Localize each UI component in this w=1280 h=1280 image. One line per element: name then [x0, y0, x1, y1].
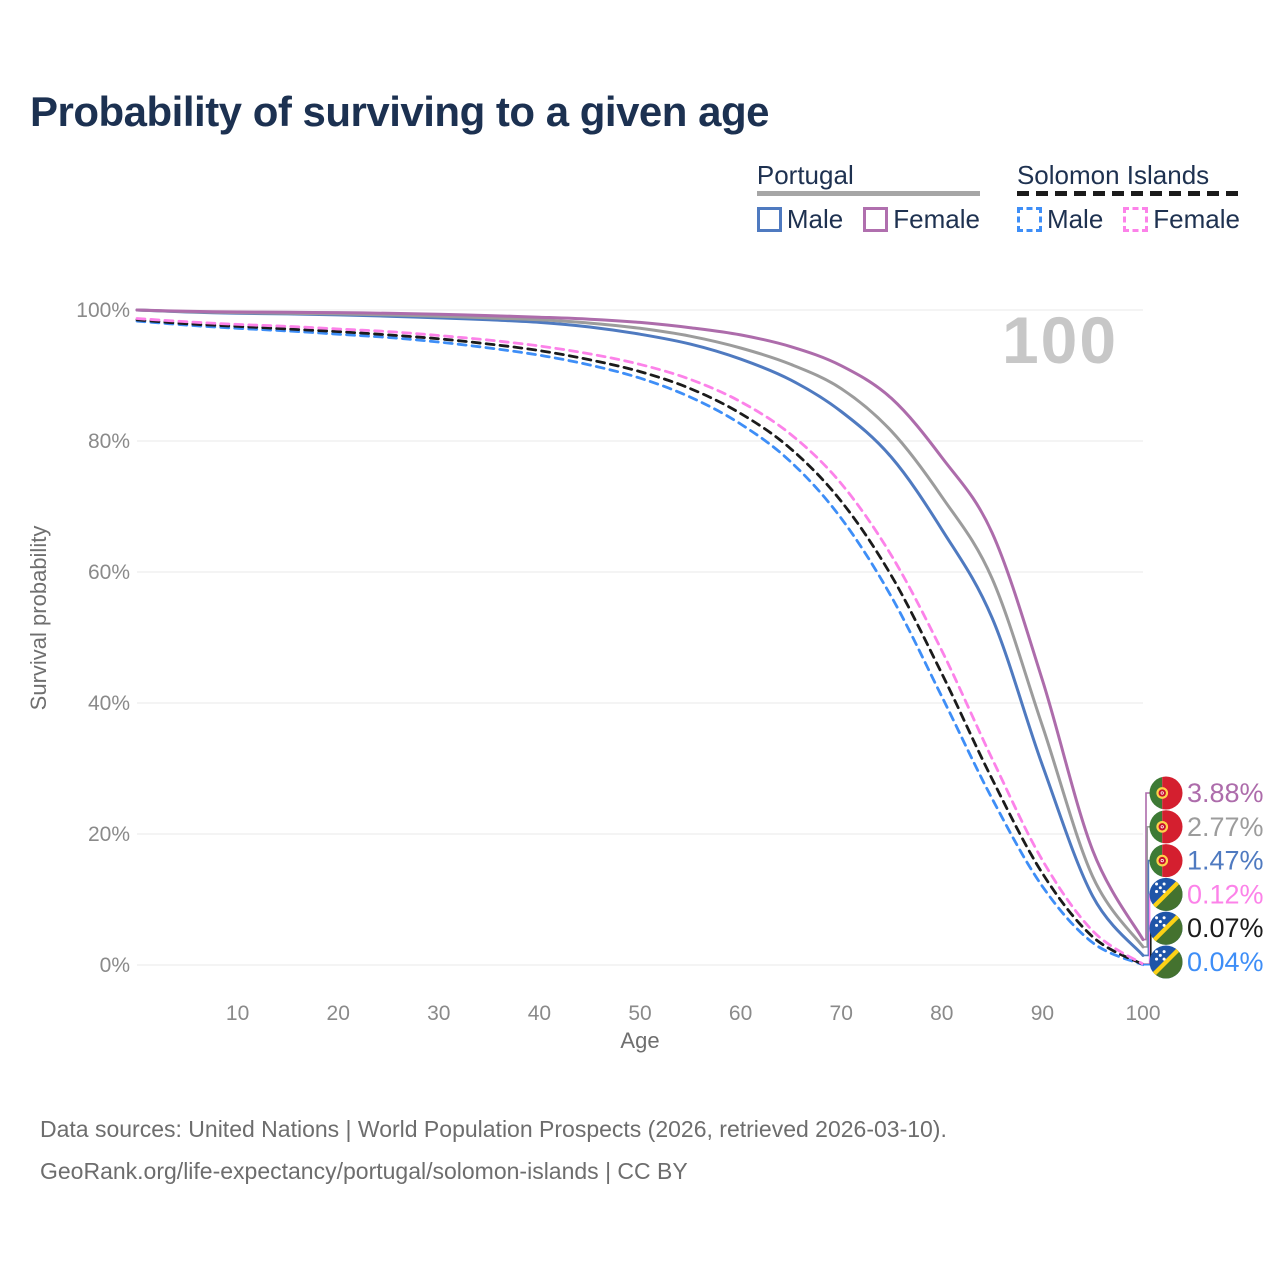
legend-item-portugal-male[interactable]: Male [756, 203, 844, 235]
solomon-male-swatch [1016, 206, 1042, 232]
curve-portugal-female [135, 308, 1145, 942]
x-tick-100: 100 [1125, 1002, 1160, 1025]
x-tick-50: 50 [628, 1002, 651, 1025]
legend-label: Female [893, 203, 980, 234]
watermark-age-100: 100 [1002, 303, 1118, 377]
curve-portugal-both-sexes [135, 308, 1145, 949]
portugal-flag-icon [1149, 776, 1183, 810]
solomon-islands-flag-icon [1147, 876, 1185, 914]
portugal-female-swatch [863, 206, 889, 232]
end-label-portugal-both-sexes: 2.77% [1143, 810, 1264, 948]
end-value-2.77%: 2.77% [1187, 812, 1264, 842]
curve-solomon-islands-both-sexes [135, 318, 1145, 966]
survival-curves [135, 308, 1145, 967]
curve-solomon-islands-female [135, 317, 1145, 966]
portugal-flag-icon [1149, 810, 1183, 844]
end-value-3.88%: 3.88% [1187, 778, 1264, 808]
y-axis-title: Survival probability [26, 526, 51, 711]
solomon-islands-flag-icon [1147, 943, 1185, 981]
end-label-solomon-islands-male: 0.04% [1143, 943, 1264, 981]
solomon-female-swatch [1123, 206, 1149, 232]
y-tick-80%: 80% [88, 430, 130, 453]
legend-item-solomon-female[interactable]: Female [1123, 204, 1240, 235]
legend-label: Male [1046, 203, 1104, 234]
source-line-1: Data sources: United Nations | World Pop… [40, 1116, 947, 1142]
y-tick-0%: 0% [100, 954, 130, 977]
end-value-labels: 3.88% 2.77% 1.47%0.12% 0.07% 0.04% [1143, 776, 1264, 981]
portugal-flag-icon [1149, 844, 1183, 878]
x-tick-40: 40 [528, 1002, 551, 1025]
end-label-portugal-male: 1.47% [1143, 844, 1264, 957]
portugal-solid-line-swatch [756, 190, 980, 196]
x-tick-60: 60 [729, 1002, 752, 1025]
y-axis-tick-labels: 0% 20% 40% 60% 80% 100% [76, 299, 130, 977]
y-tick-60%: 60% [88, 561, 130, 584]
end-value-0.07%: 0.07% [1187, 913, 1264, 943]
end-label-solomon-islands-female: 0.12% [1143, 876, 1264, 965]
end-value-0.12%: 0.12% [1187, 879, 1264, 909]
x-tick-70: 70 [830, 1002, 853, 1025]
legend-group-solomon-islands: Solomon Islands Male Female [1016, 160, 1240, 235]
legend-label: Male [786, 203, 844, 234]
legend-group-portugal: Portugal Male Female [756, 160, 980, 235]
legend-label: Female [1153, 203, 1240, 234]
legend-title-portugal: Portugal [756, 160, 854, 190]
source-attribution: Data sources: United Nations | World Pop… [40, 1108, 947, 1192]
x-tick-10: 10 [226, 1002, 249, 1025]
legend-item-portugal-female[interactable]: Female [863, 204, 980, 235]
source-line-2: GeoRank.org/life-expectancy/portugal/sol… [40, 1158, 688, 1184]
y-tick-20%: 20% [88, 823, 130, 846]
end-label-portugal-female: 3.88% [1143, 776, 1264, 941]
solomon-dashed-line-swatch [1016, 190, 1240, 196]
legend-title-solomon-islands: Solomon Islands [1016, 160, 1210, 190]
x-tick-30: 30 [427, 1002, 450, 1025]
solomon-islands-flag-icon [1147, 909, 1185, 947]
y-tick-100%: 100% [76, 299, 130, 322]
x-tick-80: 80 [930, 1002, 953, 1025]
legend: Portugal Male Female Solomon Islands Mal… [756, 160, 1240, 235]
legend-item-solomon-male[interactable]: Male [1016, 203, 1104, 235]
y-tick-40%: 40% [88, 692, 130, 715]
gridlines [137, 309, 1143, 966]
end-value-0.04%: 0.04% [1187, 947, 1264, 977]
x-tick-20: 20 [327, 1002, 350, 1025]
x-axis-tick-labels: 10 20 30 40 50 60 70 80 90 100 [226, 1002, 1161, 1025]
x-tick-90: 90 [1031, 1002, 1054, 1025]
x-axis-title: Age [620, 1028, 659, 1053]
page-title: Probability of surviving to a given age [30, 88, 769, 135]
end-value-1.47%: 1.47% [1187, 846, 1264, 876]
curve-solomon-islands-male [135, 319, 1145, 967]
curve-portugal-male [135, 308, 1145, 957]
portugal-male-swatch [756, 206, 782, 232]
